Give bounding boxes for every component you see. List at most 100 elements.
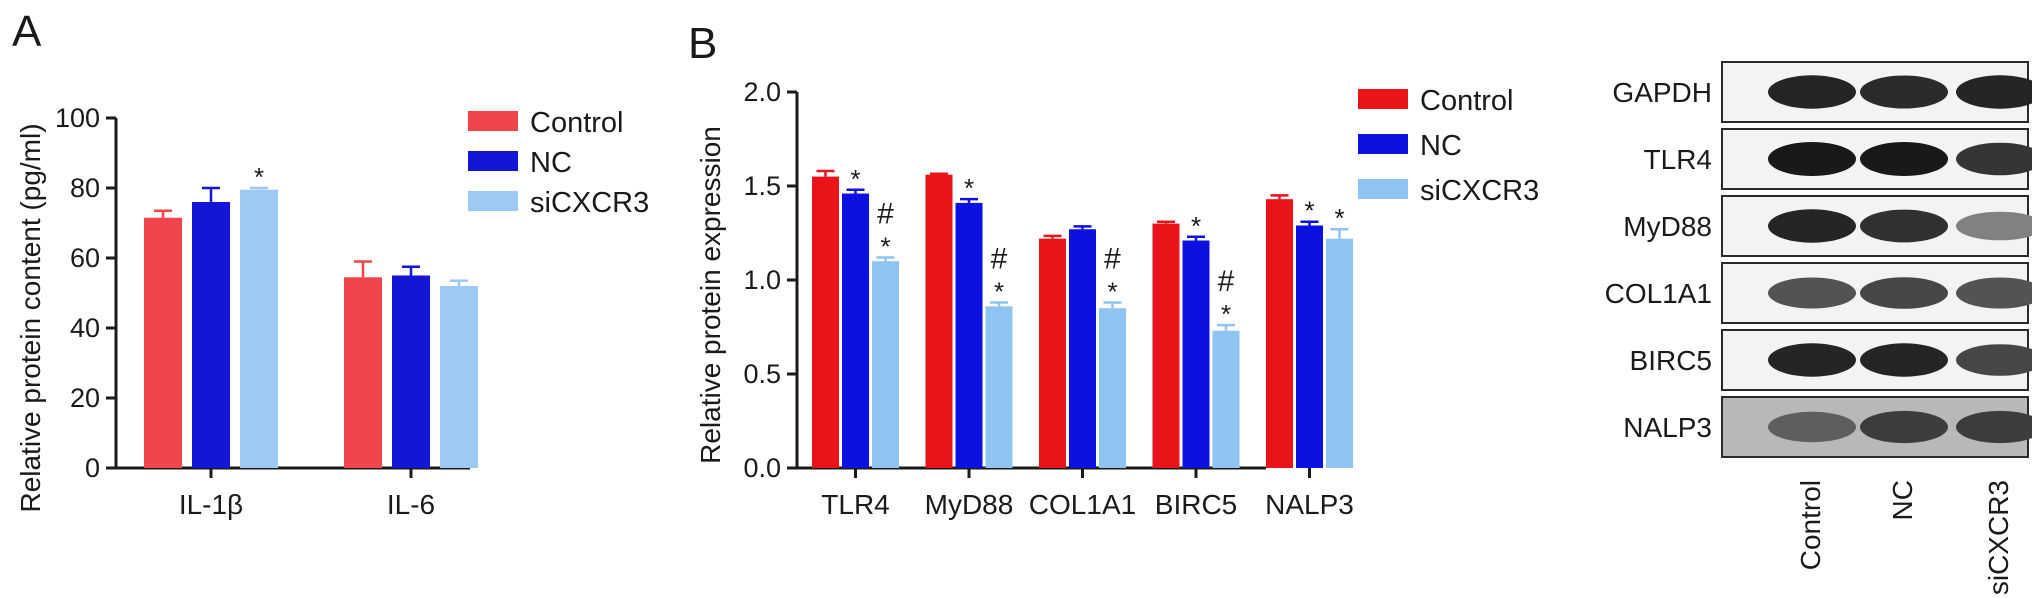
bar-sicxcr3-4: [1326, 238, 1353, 468]
y-tick-label: 100: [55, 103, 100, 133]
x-tick-label: COL1A1: [1029, 489, 1136, 520]
panel-b: B Relative protein expression 0.0 0.5 1.0 1…: [688, 19, 1539, 520]
legend-swatch-control: [468, 111, 518, 131]
significance-hash: #: [1218, 265, 1235, 298]
blot-band: [1956, 75, 2032, 109]
bar-control-4: [1266, 199, 1293, 468]
bar-control-1: [344, 277, 382, 468]
blot-band: [1860, 75, 1948, 109]
blot-band: [1956, 344, 2032, 376]
legend-swatch-sicxcr3: [1358, 179, 1408, 199]
x-tick-label: IL-6: [387, 489, 435, 520]
blot-band: [1768, 209, 1856, 243]
bar-sicxcr3-0: [240, 189, 278, 468]
significance-hash: #: [991, 243, 1008, 276]
legend-label-nc: NC: [1420, 130, 1462, 162]
legend-swatch-nc: [468, 151, 518, 171]
significance-star: *: [1191, 211, 1201, 241]
blot-band: [1956, 142, 2032, 176]
significance-hash: #: [877, 197, 894, 230]
bar-nc-4: [1296, 225, 1323, 468]
bar-control-0: [144, 217, 182, 468]
legend-label-control: Control: [530, 107, 624, 139]
blot-band: [1956, 211, 2032, 241]
blot-band: [1860, 277, 1948, 309]
bar-nc-3: [1182, 240, 1210, 468]
y-tick-label: 60: [70, 243, 100, 273]
significance-star: *: [1304, 196, 1314, 226]
significance-star: *: [1221, 299, 1231, 329]
panel-a: A Relative protein content (pg/ml) 0 20 40…: [12, 7, 649, 520]
bar-sicxcr3-1: [985, 306, 1013, 468]
y-tick-label: 0: [85, 453, 100, 483]
bar-sicxcr3-0: [872, 261, 899, 468]
panel-a-y-axis-title: Relative protein content (pg/ml): [15, 123, 46, 512]
significance-star: *: [1107, 277, 1117, 307]
blot-lane-label: Control: [1795, 480, 1826, 570]
x-tick-label: BIRC5: [1155, 489, 1237, 520]
panel-b-y-axis-title: Relative protein expression: [695, 126, 726, 464]
y-tick-label: 0.0: [743, 453, 781, 483]
y-tick-label: 1.5: [743, 171, 781, 201]
legend-swatch-nc: [1358, 134, 1408, 154]
legend-label-sicxcr3: siCXCR3: [1420, 175, 1539, 207]
y-tick-label: 0.5: [743, 359, 781, 389]
blot-band: [1768, 142, 1856, 176]
legend-swatch-sicxcr3: [468, 191, 518, 211]
y-tick-label: 2.0: [743, 77, 781, 107]
bar-nc-1: [392, 275, 430, 468]
bar-nc-1: [955, 202, 983, 469]
significance-star: *: [1334, 203, 1344, 233]
blot-label-nalp3: NALP3: [1623, 412, 1712, 443]
blot-band: [1768, 75, 1856, 109]
legend-label-nc: NC: [530, 147, 572, 179]
bar-control-1: [925, 174, 953, 468]
blot-lane-label: siCXCR3: [1983, 480, 2014, 595]
panel-b-bars: **#**#*#**#* *: [812, 164, 1353, 469]
y-tick-label: 80: [70, 173, 100, 203]
blot-band: [1860, 343, 1948, 377]
significance-star: *: [850, 164, 860, 194]
significance-star: *: [254, 162, 264, 192]
blot-band: [1860, 209, 1948, 243]
bar-control-0: [812, 176, 839, 468]
significance-star: *: [880, 231, 890, 261]
blot-label-birc5: BIRC5: [1630, 345, 1712, 376]
bar-control-3: [1152, 223, 1180, 468]
x-tick-label: IL-1β: [179, 489, 243, 520]
legend-label-control: Control: [1420, 85, 1514, 117]
panel-a-label: A: [12, 7, 42, 56]
bar-nc-0: [192, 202, 230, 468]
blot-band: [1860, 410, 1948, 444]
blot-band: [1860, 142, 1948, 176]
bar-sicxcr3-1: [440, 286, 478, 468]
y-tick-label: 20: [70, 383, 100, 413]
y-tick-label: 1.0: [743, 265, 781, 295]
blot-band: [1768, 277, 1856, 309]
bar-sicxcr3-2: [1099, 308, 1126, 468]
blot-band: [1768, 343, 1856, 377]
blot-lane-label: NC: [1887, 480, 1918, 520]
significance-star: *: [964, 173, 974, 203]
panel-a-axes: 0 20 40 60 80 100 IL-1β IL-6: [55, 103, 470, 520]
legend-swatch-control: [1358, 89, 1408, 109]
blot-label-col1a1: COL1A1: [1605, 278, 1712, 309]
bar-sicxcr3-3: [1212, 330, 1240, 468]
panel-a-bars: *: [144, 162, 478, 468]
x-tick-label: TLR4: [821, 489, 889, 520]
blot-label-tlr4: TLR4: [1644, 144, 1712, 175]
blot-label-myd88: MyD88: [1623, 211, 1712, 242]
blot-band: [1956, 277, 2032, 309]
blot-label-gapdh: GAPDH: [1612, 77, 1712, 108]
significance-star: *: [994, 277, 1004, 307]
significance-hash: #: [1104, 243, 1121, 276]
panel-b-legend: Control NC siCXCR3: [1358, 85, 1539, 207]
x-tick-label: MyD88: [925, 489, 1014, 520]
western-blot: GAPDH TLR4 MyD88 COL1A1 BIRC5 NALP3 Control NC s…: [1605, 61, 2032, 595]
x-tick-label: NALP3: [1265, 489, 1354, 520]
blot-band: [1768, 411, 1856, 443]
bar-control-2: [1039, 238, 1066, 468]
bar-nc-0: [842, 193, 869, 468]
panel-a-legend: Control NC siCXCR3: [468, 107, 649, 219]
